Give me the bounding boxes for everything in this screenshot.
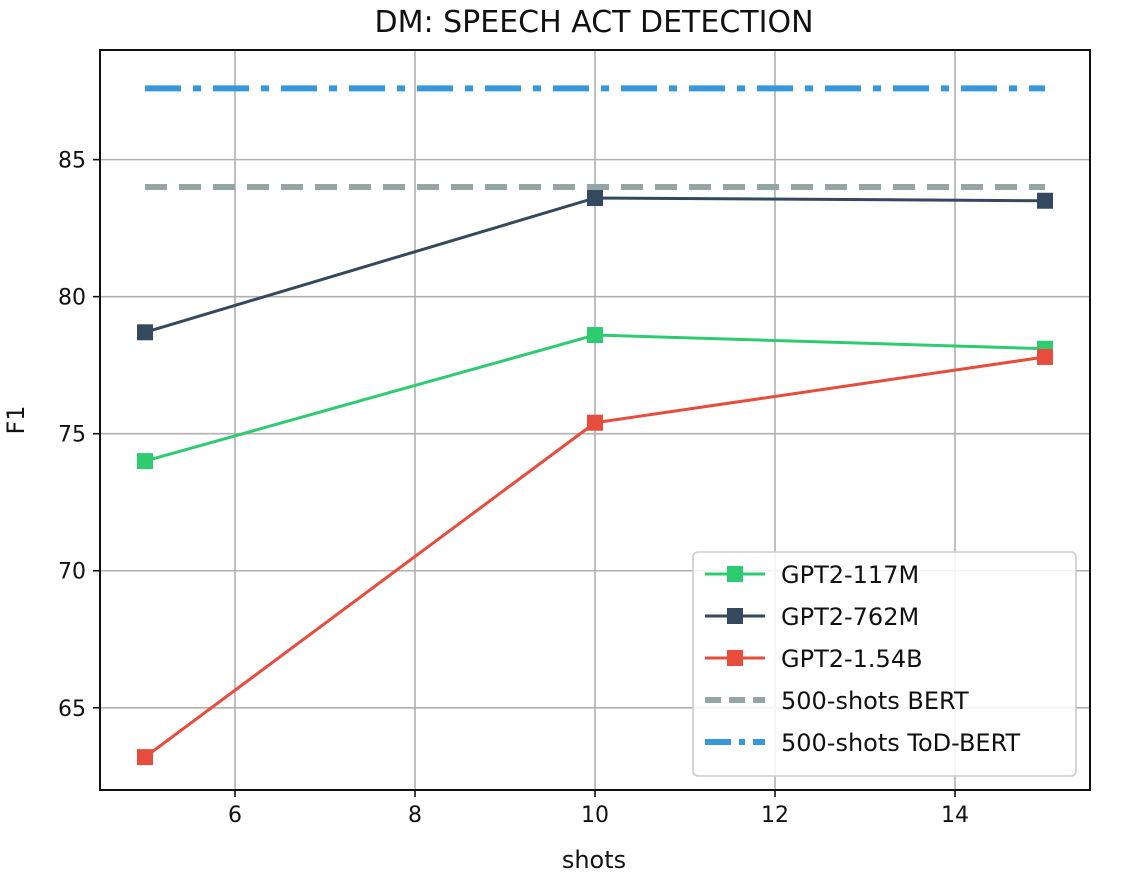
legend-label: 500-shots BERT xyxy=(781,687,969,715)
y-tick-label: 65 xyxy=(58,697,86,722)
y-tick-label: 80 xyxy=(58,286,86,311)
legend: GPT2-117M GPT2-762M GPT2-1.54B 500-shots BE… xyxy=(692,551,1077,777)
data-point xyxy=(1037,192,1053,209)
x-tick-label: 12 xyxy=(761,803,789,828)
x-tick-label: 8 xyxy=(408,803,422,828)
legend-label: GPT2-1.54B xyxy=(781,645,923,673)
data-point xyxy=(1037,348,1053,365)
legend-label: 500-shots ToD-BERT xyxy=(781,729,1021,757)
data-point xyxy=(587,414,603,431)
series-gpt2-762m xyxy=(137,190,1053,341)
legend-box xyxy=(692,551,1077,777)
series-gpt2-1-54b xyxy=(137,348,1053,766)
ticks: 6 8 10 12 14 65 70 75 80 85 xyxy=(58,149,969,828)
y-tick-label: 75 xyxy=(58,423,86,448)
legend-label: GPT2-762M xyxy=(781,603,919,631)
legend-marker xyxy=(727,650,743,666)
grid xyxy=(100,50,1090,790)
legend-marker xyxy=(727,566,743,582)
data-point xyxy=(587,327,603,344)
chart-title: DM: SPEECH ACT DETECTION xyxy=(374,5,813,40)
legend-marker xyxy=(727,608,743,624)
series-group xyxy=(137,85,1053,766)
data-point xyxy=(137,749,153,766)
y-tick-label: 85 xyxy=(58,149,86,174)
x-tick-label: 10 xyxy=(581,803,609,828)
x-tick-label: 14 xyxy=(941,803,969,828)
data-point xyxy=(137,324,153,341)
data-point xyxy=(137,453,153,470)
legend-label: GPT2-117M xyxy=(781,561,919,589)
y-axis-label: F1 xyxy=(2,405,30,434)
x-axis-label: shots xyxy=(562,846,626,874)
x-tick-label: 6 xyxy=(228,803,242,828)
data-point xyxy=(587,190,603,206)
y-tick-label: 70 xyxy=(58,560,86,585)
